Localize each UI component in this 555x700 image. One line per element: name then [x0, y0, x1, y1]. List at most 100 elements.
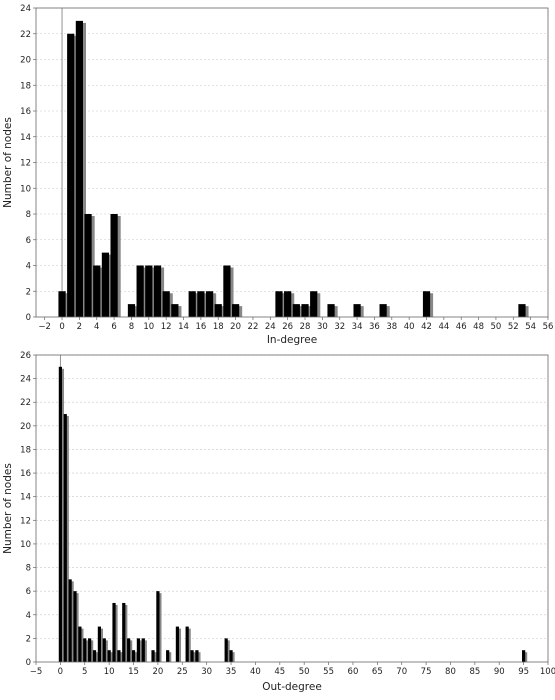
out-degree-bar — [88, 638, 92, 662]
out-degree-bar — [83, 638, 87, 662]
out-degree-y-tick-label: 22 — [20, 398, 31, 408]
out-degree-bar — [122, 602, 126, 662]
in-degree-bar — [145, 265, 153, 317]
in-degree-x-tick-label: 34 — [352, 322, 363, 332]
in-degree-x-tick-label: 10 — [143, 322, 154, 332]
out-degree-bar-shadow — [231, 652, 235, 662]
in-degree-y-tick-label: 16 — [20, 107, 31, 117]
in-degree-y-tick-label: 12 — [20, 159, 31, 169]
out-degree-bar-shadow — [80, 628, 84, 662]
out-degree-bar-shadow — [109, 652, 113, 662]
out-degree-bar — [229, 650, 233, 662]
in-degree-bar — [171, 304, 179, 317]
in-degree-x-tick-label: −2 — [38, 322, 51, 332]
out-degree-x-tick-label: 35 — [226, 667, 237, 677]
out-degree-bar — [97, 626, 101, 662]
out-degree-bar — [131, 650, 136, 662]
out-degree-x-tick-label: 65 — [372, 667, 383, 677]
in-degree-x-tick-label: 14 — [178, 322, 189, 332]
out-degree-x-tick-label: 85 — [469, 667, 480, 677]
in-degree-bar — [284, 291, 292, 317]
out-degree-x-tick-label: 30 — [201, 667, 212, 677]
in-degree-y-tick-label: 18 — [20, 81, 31, 91]
in-degree-x-tick-label: 36 — [369, 322, 380, 332]
out-degree-bar-shadow — [197, 652, 201, 662]
in-degree-x-tick-label: 56 — [543, 322, 554, 332]
in-degree-x-tick-label: 54 — [525, 322, 536, 332]
in-degree-bar — [67, 33, 75, 317]
in-degree-bar — [197, 291, 205, 317]
out-degree-y-tick-label: 12 — [20, 516, 31, 526]
in-degree-bar — [214, 304, 222, 317]
out-degree-bar — [185, 626, 189, 662]
in-degree-x-tick-label: 8 — [129, 322, 134, 332]
in-degree-bar — [162, 291, 170, 317]
in-degree-x-tick-label: 40 — [404, 322, 415, 332]
out-degree-x-tick-label: 10 — [104, 667, 115, 677]
in-degree-x-tick-label: 28 — [300, 322, 311, 332]
out-degree-bar — [112, 602, 116, 662]
out-degree-plot-area — [36, 355, 548, 662]
out-degree-bar-shadow — [119, 652, 123, 662]
in-degree-y-tick-label: 22 — [20, 30, 31, 40]
out-degree-bar-shadow — [187, 628, 191, 662]
out-degree-bar — [522, 650, 526, 662]
out-degree-bar — [127, 638, 131, 662]
out-degree-bar-shadow — [168, 652, 172, 662]
in-degree-bar — [110, 214, 118, 317]
out-degree-x-tick-label: 25 — [177, 667, 188, 677]
in-degree-x-tick-label: 46 — [456, 322, 467, 332]
in-degree-x-tick-label: 16 — [195, 322, 206, 332]
out-degree-bar — [92, 650, 97, 662]
in-degree-bar — [127, 304, 136, 317]
out-degree-bar-shadow — [129, 640, 133, 662]
out-degree-x-tick-label: 90 — [494, 667, 505, 677]
out-degree-y-axis-title: Number of nodes — [2, 463, 14, 554]
out-degree-x-tick-label: 15 — [128, 667, 139, 677]
out-degree-x-tick-label: 60 — [348, 667, 359, 677]
out-degree-bar — [73, 591, 77, 662]
out-degree-bar — [107, 650, 111, 662]
in-degree-bar — [301, 304, 309, 317]
in-degree-y-tick-label: 10 — [20, 184, 31, 194]
out-degree-bar — [78, 626, 82, 662]
in-degree-bar — [223, 265, 231, 317]
out-degree-y-tick-label: 0 — [26, 658, 31, 668]
out-degree-y-tick-label: 2 — [26, 634, 31, 644]
out-degree-bar — [195, 650, 199, 662]
out-degree-bar-shadow — [153, 652, 157, 662]
out-degree-bar — [102, 638, 106, 662]
in-degree-bar — [275, 291, 283, 317]
in-degree-bar — [188, 291, 196, 317]
out-degree-bar — [141, 638, 145, 662]
in-degree-bar — [136, 265, 144, 317]
in-degree-y-tick-label: 4 — [26, 262, 31, 272]
in-degree-bar — [101, 252, 110, 317]
out-degree-bar — [117, 650, 121, 662]
out-degree-bar-shadow — [138, 640, 142, 662]
out-degree-bar-shadow — [133, 652, 138, 662]
in-degree-y-tick-label: 20 — [20, 56, 31, 66]
out-degree-bar-shadow — [70, 581, 74, 662]
out-degree-bar-shadow — [114, 604, 118, 662]
out-degree-bar-shadow — [192, 652, 196, 662]
in-degree-x-axis-title: In-degree — [267, 334, 317, 346]
in-degree-y-tick-label: 8 — [26, 210, 31, 220]
in-degree-bar — [518, 304, 526, 317]
out-degree-bar — [151, 650, 155, 662]
out-degree-y-tick-label: 18 — [20, 445, 31, 455]
in-degree-x-tick-label: 18 — [213, 322, 224, 332]
out-degree-y-tick-label: 26 — [20, 351, 31, 361]
out-degree-bar — [166, 650, 170, 662]
out-degree-bar-shadow — [65, 416, 69, 662]
out-degree-x-tick-label: 40 — [250, 667, 261, 677]
in-degree-x-tick-label: 4 — [94, 322, 99, 332]
out-degree-x-tick-label: 55 — [323, 667, 334, 677]
out-degree-bar-shadow — [226, 640, 230, 662]
out-degree-y-tick-label: 4 — [26, 611, 31, 621]
in-degree-x-tick-label: 30 — [317, 322, 328, 332]
in-degree-x-tick-label: 2 — [77, 322, 82, 332]
out-degree-bar-shadow — [60, 368, 64, 662]
